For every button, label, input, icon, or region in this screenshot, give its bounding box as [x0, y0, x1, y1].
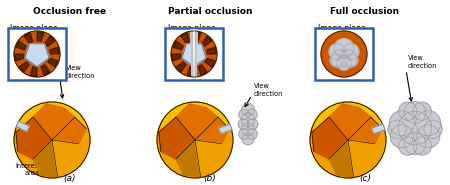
Polygon shape [176, 104, 218, 140]
Polygon shape [159, 117, 195, 159]
Circle shape [404, 102, 426, 123]
Polygon shape [195, 117, 229, 144]
Text: View
direction: View direction [254, 83, 284, 97]
Circle shape [157, 102, 233, 178]
Polygon shape [159, 102, 231, 144]
Circle shape [247, 129, 257, 139]
Circle shape [343, 44, 359, 60]
Circle shape [416, 111, 441, 136]
Circle shape [424, 120, 442, 138]
Text: (c): (c) [359, 174, 371, 182]
Polygon shape [25, 44, 49, 67]
Polygon shape [48, 58, 58, 67]
Polygon shape [194, 32, 201, 41]
Polygon shape [16, 121, 29, 132]
Polygon shape [19, 62, 29, 72]
Polygon shape [219, 124, 232, 134]
Polygon shape [205, 58, 215, 67]
Circle shape [388, 120, 406, 138]
Bar [8, 28, 66, 80]
Polygon shape [348, 117, 382, 144]
Polygon shape [45, 36, 55, 46]
Circle shape [14, 102, 90, 178]
Polygon shape [37, 32, 44, 41]
Text: (a): (a) [64, 174, 76, 182]
Polygon shape [312, 102, 384, 144]
Polygon shape [41, 65, 50, 75]
Bar [165, 28, 223, 80]
Polygon shape [191, 30, 193, 78]
Polygon shape [16, 117, 52, 159]
Polygon shape [181, 33, 190, 43]
Polygon shape [50, 47, 59, 54]
Polygon shape [33, 140, 58, 177]
Circle shape [14, 31, 60, 77]
Circle shape [404, 133, 426, 154]
Polygon shape [33, 104, 75, 140]
Text: (b): (b) [203, 174, 216, 182]
Polygon shape [52, 140, 86, 177]
Polygon shape [182, 44, 206, 67]
Circle shape [398, 111, 432, 145]
Polygon shape [329, 140, 354, 177]
Circle shape [310, 102, 386, 178]
Polygon shape [312, 117, 348, 159]
Polygon shape [207, 47, 216, 54]
Text: Partial occlusion: Partial occlusion [168, 7, 252, 16]
Bar [315, 28, 373, 80]
Polygon shape [195, 140, 229, 177]
Polygon shape [372, 124, 385, 134]
Circle shape [242, 123, 254, 136]
Circle shape [337, 55, 351, 70]
Polygon shape [176, 140, 201, 177]
Polygon shape [329, 104, 371, 140]
Circle shape [417, 125, 440, 148]
Circle shape [171, 31, 217, 77]
Circle shape [242, 103, 254, 116]
Polygon shape [187, 67, 194, 76]
Circle shape [339, 50, 357, 67]
Polygon shape [173, 41, 183, 50]
Circle shape [239, 129, 249, 139]
Circle shape [321, 31, 367, 77]
Text: Interested
area: Interested area [15, 163, 49, 176]
Polygon shape [52, 117, 86, 144]
Text: Occlusion free: Occlusion free [33, 7, 107, 16]
Polygon shape [195, 30, 197, 78]
Polygon shape [16, 41, 26, 50]
Polygon shape [30, 67, 37, 76]
Circle shape [239, 109, 249, 120]
Polygon shape [172, 54, 181, 61]
Circle shape [247, 119, 258, 130]
Polygon shape [202, 36, 212, 46]
Circle shape [331, 50, 349, 67]
Polygon shape [16, 102, 88, 144]
Circle shape [413, 102, 431, 120]
Polygon shape [348, 140, 382, 177]
Polygon shape [15, 54, 24, 61]
Text: Full occlusion: Full occlusion [330, 7, 400, 16]
Circle shape [330, 54, 343, 67]
Circle shape [241, 113, 255, 126]
Text: View
direction: View direction [66, 65, 95, 78]
Text: Image plane: Image plane [168, 24, 216, 33]
Circle shape [238, 119, 249, 130]
Circle shape [329, 44, 345, 60]
Polygon shape [176, 62, 186, 72]
Circle shape [413, 137, 431, 155]
Circle shape [399, 102, 417, 120]
Circle shape [399, 137, 417, 155]
Text: Image plane: Image plane [10, 24, 58, 33]
Polygon shape [198, 65, 207, 75]
Circle shape [334, 39, 354, 58]
Polygon shape [191, 30, 197, 78]
Polygon shape [24, 33, 33, 43]
Circle shape [389, 111, 414, 136]
Circle shape [390, 125, 413, 148]
Text: Image plane: Image plane [318, 24, 365, 33]
Circle shape [345, 54, 358, 67]
Circle shape [247, 109, 257, 120]
Circle shape [242, 133, 254, 145]
Text: View
direction: View direction [408, 56, 437, 68]
